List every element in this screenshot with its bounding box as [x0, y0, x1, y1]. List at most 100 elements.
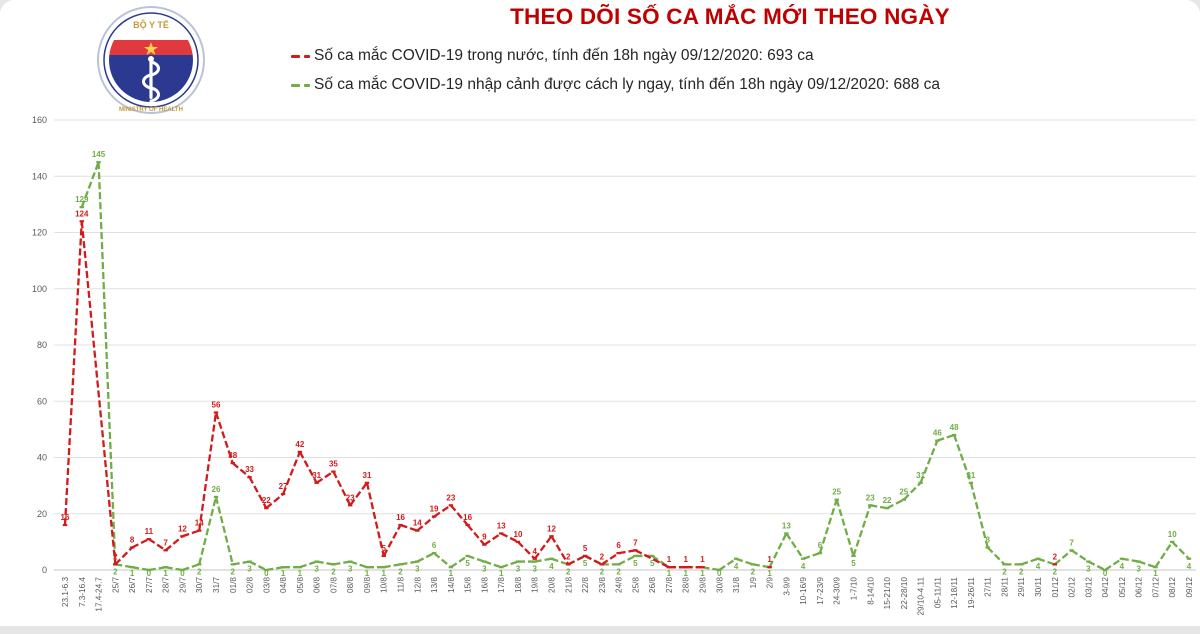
svg-text:14/8: 14/8: [447, 577, 456, 593]
svg-text:129: 129: [75, 195, 89, 204]
svg-text:1: 1: [683, 555, 688, 564]
svg-text:27: 27: [279, 482, 288, 491]
svg-text:05-11/11: 05-11/11: [933, 577, 942, 609]
svg-text:30/8: 30/8: [715, 577, 724, 593]
svg-text:27/7: 27/7: [145, 577, 154, 593]
svg-text:3: 3: [1086, 565, 1091, 574]
svg-text:1: 1: [667, 569, 672, 578]
svg-text:8: 8: [985, 536, 990, 545]
svg-text:160: 160: [32, 115, 47, 125]
svg-text:7.3-16.4: 7.3-16.4: [78, 577, 87, 607]
legend-item-imported: Số ca mắc COVID-19 nhập cảnh được cách l…: [291, 76, 940, 94]
svg-text:06/12: 06/12: [1135, 577, 1144, 598]
chart-title: THEO DÕI SỐ CA MẮC MỚI THEO NGÀY: [510, 4, 950, 29]
svg-text:17-23/9: 17-23/9: [816, 577, 825, 605]
svg-text:1: 1: [667, 555, 672, 564]
svg-text:5: 5: [583, 559, 588, 568]
ministry-of-health-logo: BỘ Y TẾ MINISTRY OF HEALTH: [94, 2, 208, 116]
svg-text:5: 5: [650, 559, 655, 568]
svg-text:1: 1: [449, 569, 454, 578]
svg-text:22: 22: [883, 496, 892, 505]
ministry-of-health-logo-graphic: BỘ Y TẾ MINISTRY OF HEALTH: [97, 6, 205, 114]
svg-text:06/8: 06/8: [313, 577, 322, 593]
svg-text:22-28/10: 22-28/10: [900, 577, 909, 610]
svg-text:08/12: 08/12: [1168, 577, 1177, 598]
svg-text:1: 1: [365, 569, 370, 578]
svg-text:07/8: 07/8: [329, 577, 338, 593]
svg-text:3-9/9: 3-9/9: [782, 577, 791, 596]
svg-text:23.1-6.3: 23.1-6.3: [61, 577, 70, 607]
svg-text:23/8: 23/8: [598, 577, 607, 593]
legend-label-imported: Số ca mắc COVID-19 nhập cảnh được cách l…: [314, 76, 941, 93]
svg-text:2: 2: [113, 567, 118, 576]
svg-text:5: 5: [633, 559, 638, 568]
svg-text:38: 38: [228, 451, 237, 460]
svg-text:40: 40: [37, 453, 47, 463]
svg-text:28/7: 28/7: [162, 577, 171, 593]
svg-text:2: 2: [600, 567, 605, 576]
svg-text:30/7: 30/7: [195, 577, 204, 593]
svg-text:2: 2: [331, 567, 336, 576]
svg-text:100: 100: [32, 284, 47, 294]
legend-label-domestic: Số ca mắc COVID-19 trong nước, tính đến …: [314, 47, 814, 64]
svg-text:2: 2: [1019, 567, 1024, 576]
svg-text:12: 12: [178, 524, 187, 533]
svg-text:8: 8: [130, 536, 135, 545]
svg-text:26/8: 26/8: [648, 577, 657, 593]
svg-text:25: 25: [899, 488, 908, 497]
svg-text:145: 145: [92, 150, 106, 159]
svg-text:1: 1: [683, 569, 688, 578]
svg-text:13: 13: [497, 521, 506, 530]
svg-text:5: 5: [583, 544, 588, 553]
svg-text:23: 23: [866, 493, 875, 502]
svg-text:22: 22: [262, 496, 271, 505]
svg-text:4: 4: [1036, 562, 1041, 571]
svg-text:03/12: 03/12: [1084, 577, 1093, 598]
svg-text:27/8: 27/8: [665, 577, 674, 593]
svg-text:11/8: 11/8: [397, 577, 406, 593]
svg-text:23: 23: [446, 493, 455, 502]
svg-text:11: 11: [145, 527, 154, 536]
svg-text:1: 1: [298, 569, 303, 578]
svg-text:8-14/10: 8-14/10: [866, 577, 875, 605]
svg-text:31: 31: [312, 471, 321, 480]
svg-text:0: 0: [42, 565, 47, 575]
svg-text:10-16/9: 10-16/9: [799, 577, 808, 605]
green-dash-icon: [291, 83, 310, 87]
svg-text:2: 2: [566, 552, 571, 561]
svg-text:31: 31: [966, 471, 975, 480]
svg-text:01/8: 01/8: [229, 577, 238, 593]
svg-text:5: 5: [851, 559, 856, 568]
legend-item-domestic: Số ca mắc COVID-19 trong nước, tính đến …: [291, 47, 940, 65]
svg-text:4: 4: [1120, 562, 1125, 571]
svg-text:02/8: 02/8: [246, 577, 255, 593]
svg-text:5: 5: [465, 559, 470, 568]
svg-text:6: 6: [616, 541, 621, 550]
svg-text:05/8: 05/8: [296, 577, 305, 593]
svg-text:3: 3: [348, 565, 353, 574]
svg-text:1: 1: [700, 555, 705, 564]
svg-text:2: 2: [197, 567, 202, 576]
svg-text:16/8: 16/8: [480, 577, 489, 593]
svg-text:29/10-4.11: 29/10-4.11: [917, 577, 926, 616]
svg-text:4: 4: [734, 562, 739, 571]
svg-text:2: 2: [231, 567, 236, 576]
svg-text:1: 1: [767, 555, 772, 564]
svg-text:31: 31: [363, 471, 372, 480]
svg-text:30/11: 30/11: [1034, 577, 1043, 597]
svg-text:05/12: 05/12: [1118, 577, 1127, 598]
svg-text:60: 60: [37, 396, 47, 406]
svg-text:17.4-24.7: 17.4-24.7: [95, 577, 104, 612]
svg-text:5: 5: [382, 544, 387, 553]
svg-text:29/8: 29/8: [698, 577, 707, 593]
svg-text:2: 2: [566, 567, 571, 576]
svg-text:7: 7: [163, 538, 168, 547]
svg-text:14: 14: [195, 519, 204, 528]
svg-text:80: 80: [37, 340, 47, 350]
svg-text:48: 48: [950, 423, 959, 432]
svg-text:2: 2: [1002, 567, 1007, 576]
svg-text:19/8: 19/8: [531, 577, 540, 593]
svg-text:140: 140: [32, 171, 47, 181]
svg-text:13/8: 13/8: [430, 577, 439, 593]
svg-text:18/8: 18/8: [514, 577, 523, 593]
